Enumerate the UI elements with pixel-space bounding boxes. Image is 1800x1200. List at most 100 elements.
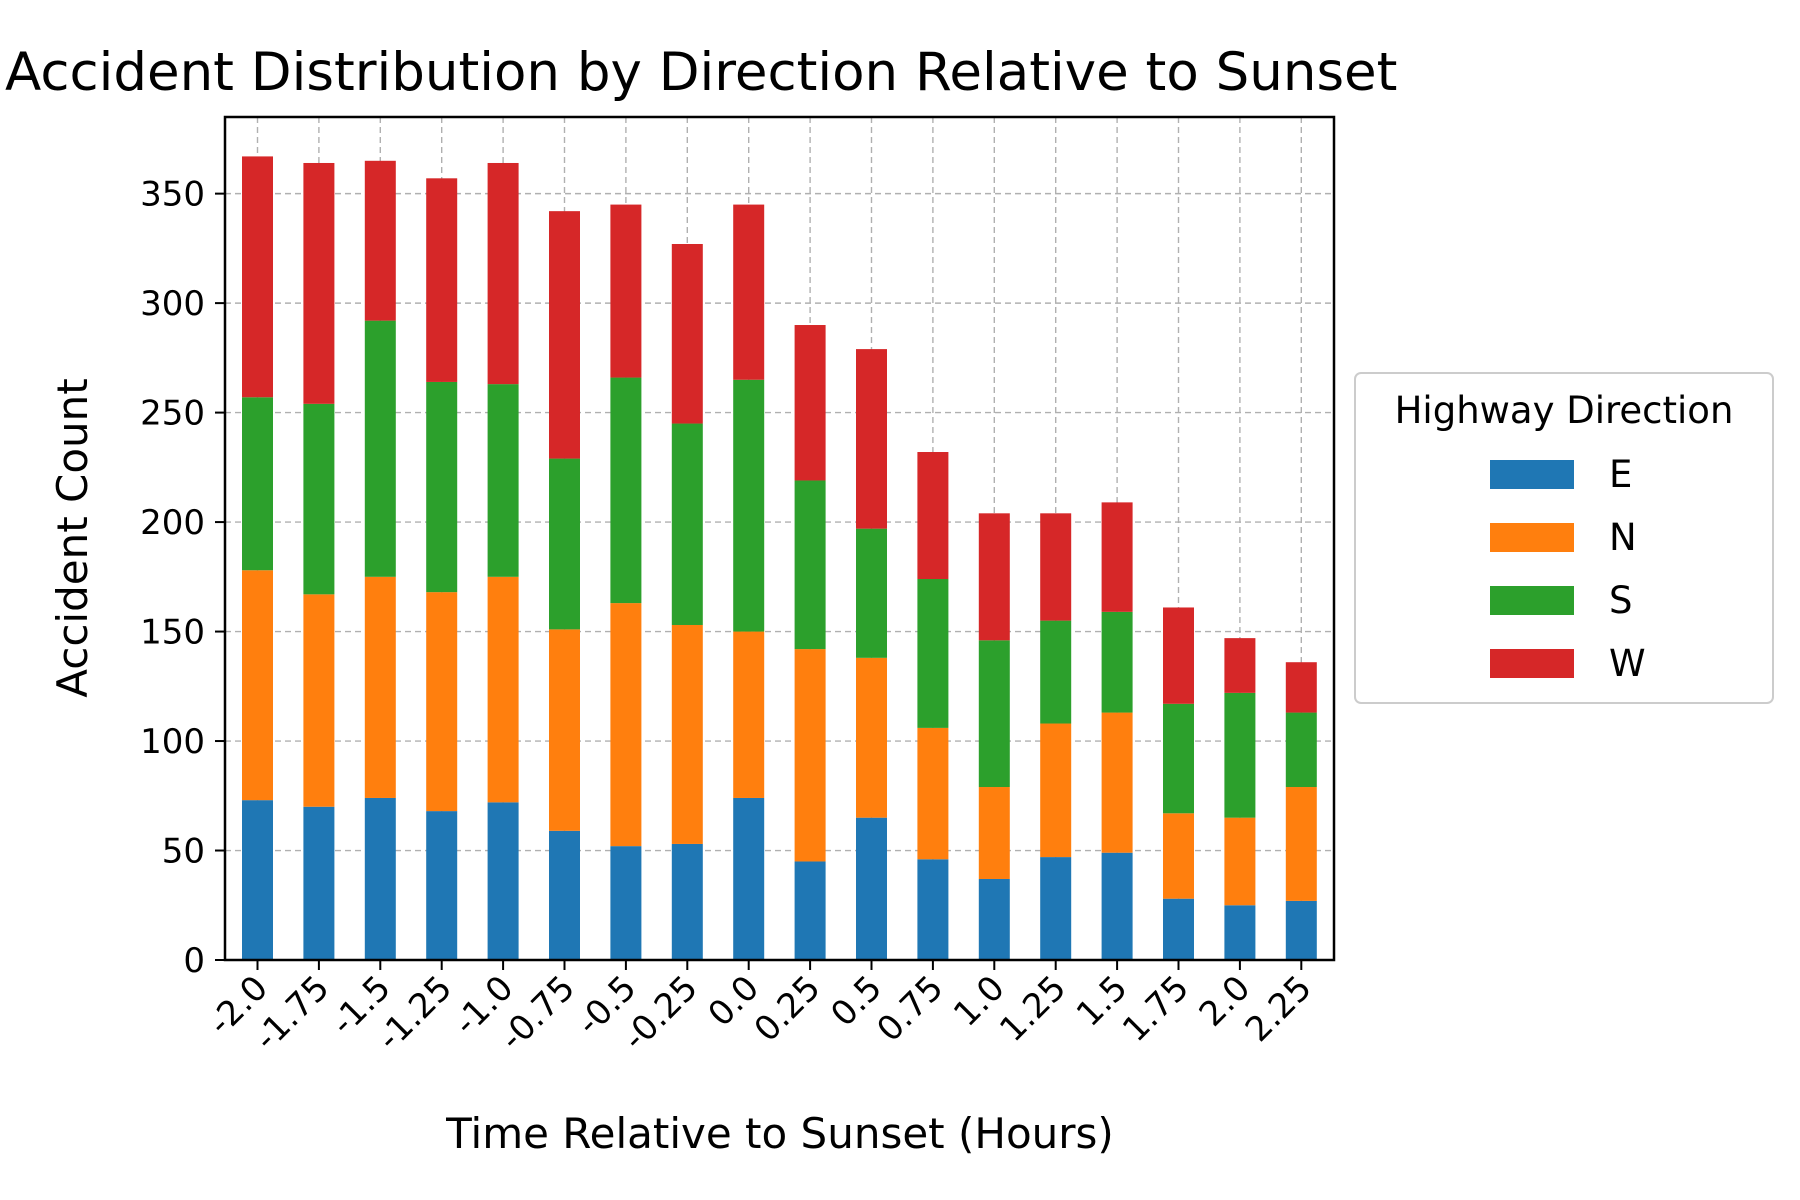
bar-segment-s (978, 640, 1010, 788)
bar-segment-n (610, 603, 642, 847)
x-tick-label: 0.25 (747, 968, 829, 1050)
bar-segment-s (1101, 611, 1133, 713)
bar-segment-n (1040, 723, 1072, 858)
bar-segment-n (242, 570, 273, 801)
bar-segment-n (856, 657, 887, 818)
bar-segment-s (794, 480, 826, 650)
y-tick-label: 250 (140, 394, 205, 434)
legend-label-n: N (1609, 516, 1637, 559)
legend-swatch-n (1490, 523, 1574, 552)
legend-label-w: W (1609, 642, 1646, 685)
y-tick-label: 300 (140, 284, 205, 324)
bar-segment-n (917, 727, 949, 860)
y-tick-label: 50 (162, 832, 205, 872)
bar-segment-w (364, 160, 396, 321)
y-axis-title: Accident Count (48, 378, 97, 698)
legend-swatch-s (1490, 586, 1574, 615)
bar-segment-e (1101, 852, 1133, 960)
bar-segment-e (733, 797, 765, 960)
bar-segment-e (364, 797, 396, 960)
bar-segment-s (1163, 703, 1194, 814)
bar-segment-w (917, 452, 949, 580)
bar-segment-s (610, 377, 642, 604)
bar-segment-w (487, 162, 519, 385)
y-tick-label: 150 (140, 613, 205, 653)
x-tick-label: 1.25 (992, 968, 1074, 1050)
bar-segment-w (303, 162, 335, 404)
bar-segment-s (733, 379, 765, 632)
bar-segment-n (794, 649, 826, 862)
bar-segment-s (1285, 712, 1317, 788)
bar-segment-w (1040, 513, 1072, 621)
bar-segment-s (856, 528, 887, 658)
bar-segment-n (303, 594, 335, 807)
bar-segment-w (1285, 662, 1317, 713)
bar-segment-w (671, 243, 703, 424)
bar-segment-s (242, 397, 273, 571)
bar-segment-n (1224, 817, 1256, 906)
bar-segment-n (733, 631, 765, 798)
x-tick-label: 2.25 (1238, 968, 1320, 1050)
bar-segment-w (794, 325, 826, 481)
x-tick-label: 1.75 (1115, 968, 1197, 1050)
bar-segment-e (671, 843, 703, 960)
legend-label-s: S (1609, 579, 1633, 622)
y-tick-label: 200 (140, 503, 205, 543)
bar-segment-n (978, 787, 1010, 879)
bar-segment-n (364, 576, 396, 798)
legend-swatch-e (1490, 460, 1574, 489)
bar-segment-e (978, 878, 1010, 960)
bar-segment-w (610, 204, 642, 378)
bar-segment-w (978, 513, 1010, 641)
y-tick-label: 0 (183, 941, 205, 981)
legend-label-e: E (1609, 453, 1632, 496)
bar-segment-n (1285, 787, 1317, 901)
bar-segment-n (549, 629, 580, 831)
bar-segment-e (610, 846, 642, 960)
bar-segment-w (733, 204, 765, 380)
bar-segment-n (426, 592, 458, 812)
bar-segment-s (1040, 620, 1072, 724)
bar-segment-e (856, 817, 887, 960)
bar-segment-n (487, 576, 519, 803)
bar-segment-w (1224, 638, 1256, 693)
y-tick-label: 350 (140, 175, 205, 215)
bar-segment-e (917, 859, 949, 960)
bar-segment-e (794, 861, 826, 960)
bar-segment-s (549, 458, 580, 630)
bar-segment-e (487, 802, 519, 960)
bar-segment-e (1040, 857, 1072, 960)
bar-segment-s (917, 579, 949, 728)
bar-segment-s (1224, 692, 1256, 818)
bar-segment-n (1163, 813, 1194, 899)
bar-segment-w (549, 211, 580, 459)
bar-segment-e (303, 806, 335, 960)
bar-segment-e (1224, 905, 1256, 960)
bar-segment-s (364, 320, 396, 577)
bar-segment-s (303, 403, 335, 595)
bar-segment-s (426, 381, 458, 593)
x-tick-label: 0.75 (869, 968, 951, 1050)
bar-segment-e (242, 800, 273, 960)
bar-segment-w (1163, 607, 1194, 704)
bar-segment-e (549, 830, 580, 960)
bar-segment-e (1163, 898, 1194, 960)
bar-segment-n (671, 624, 703, 844)
bar-segment-e (426, 811, 458, 960)
legend-title: Highway Direction (1395, 389, 1734, 432)
bar-segment-e (1285, 900, 1317, 960)
bar-segment-s (671, 423, 703, 625)
plot-frame (223, 115, 1336, 962)
bar-segment-w (1101, 502, 1133, 612)
bar-segment-w (856, 349, 887, 529)
y-tick-label: 100 (140, 722, 205, 762)
x-axis-title: Time Relative to Sunset (Hours) (445, 1109, 1114, 1158)
bar-segment-w (242, 156, 273, 398)
bars (242, 156, 1317, 960)
bar-segment-n (1101, 712, 1133, 853)
bar-segment-s (487, 384, 519, 577)
chart-title: Accident Distribution by Direction Relat… (5, 42, 1397, 103)
legend-swatch-w (1490, 649, 1574, 678)
